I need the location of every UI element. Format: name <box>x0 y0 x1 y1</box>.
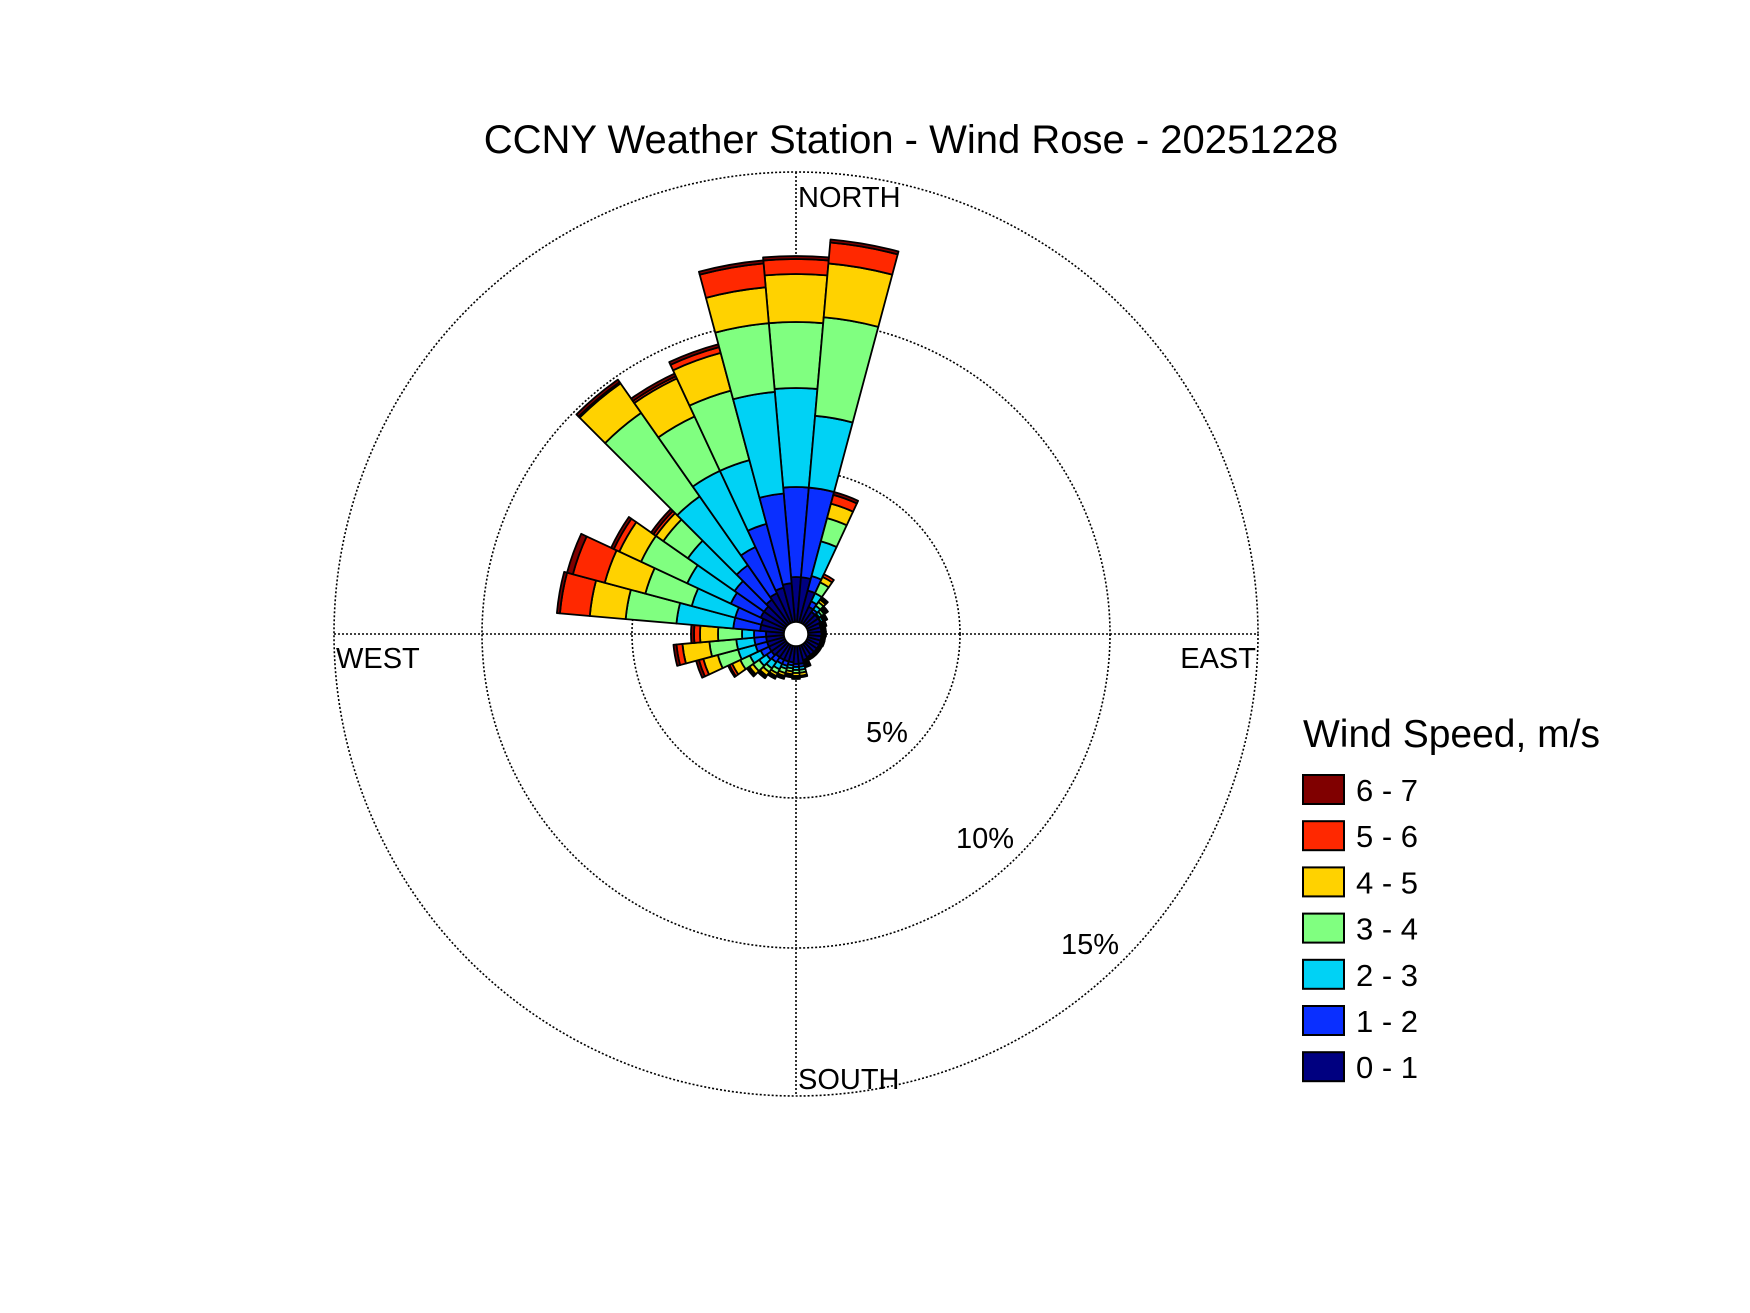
legend-swatch-1 <box>1302 1005 1345 1036</box>
legend-swatch-3 <box>1302 912 1345 944</box>
wedge-dir-320-bin-6 <box>575 378 621 418</box>
wedge-dir-60-bin-6 <box>822 613 829 621</box>
legend-swatch-6 <box>1302 774 1345 805</box>
wedge-dir-180-bin-6 <box>791 676 801 680</box>
wedge-dir-10-bin-2 <box>807 414 854 493</box>
legend-label-2: 2 - 3 <box>1356 958 1418 993</box>
wedge-dir-20-bin-6 <box>832 491 860 505</box>
legend-label-1: 1 - 2 <box>1356 1004 1418 1039</box>
wedge-dir-10-bin-3 <box>814 316 880 424</box>
wedge-dir-70-bin-6 <box>822 619 828 627</box>
legend-label-5: 5 - 6 <box>1356 819 1418 854</box>
wedge-dir-270-bin-6 <box>690 623 696 645</box>
legend-label-3: 3 - 4 <box>1356 912 1418 947</box>
wedge-dir-260-bin-6 <box>672 643 681 667</box>
compass-label-north: NORTH <box>798 182 901 214</box>
legend-label-6: 6 - 7 <box>1356 773 1418 808</box>
wedge-dir-0-bin-6 <box>762 255 830 262</box>
ring-label-10: 10% <box>956 823 1014 855</box>
wedge-dir-170-bin-6 <box>798 674 809 679</box>
wedge-dir-0-bin-5 <box>762 258 830 277</box>
legend: Wind Speed, m/s 6 - 7 5 - 6 4 - 5 3 - 4 2 - … <box>1302 713 1600 1085</box>
legend-swatch-2 <box>1302 958 1345 990</box>
wedge-dir-50-bin-6 <box>821 605 829 614</box>
legend-label-4: 4 - 5 <box>1356 865 1418 900</box>
ring-label-15: 15% <box>1061 929 1119 961</box>
wedge-dir-280-bin-6 <box>556 570 568 615</box>
wedge-dir-300-bin-6 <box>610 516 633 550</box>
compass-label-east: EAST <box>1180 643 1256 675</box>
wedge-dir-40-bin-6 <box>820 596 829 605</box>
legend-items: 6 - 7 5 - 6 4 - 5 3 - 4 2 - 3 1 - 2 0 - 1 <box>1302 773 1418 1085</box>
calm-center <box>783 621 809 647</box>
wedge-dir-290-bin-6 <box>566 532 588 576</box>
legend-title: Wind Speed, m/s <box>1303 713 1600 756</box>
wedge-dir-0-bin-3 <box>767 321 825 390</box>
wedge-dir-30-bin-5 <box>821 573 835 584</box>
wedge-dir-0-bin-4 <box>763 273 829 325</box>
wedge-dir-270-bin-4 <box>699 624 720 644</box>
legend-swatch-4 <box>1302 866 1345 898</box>
legend-label-0: 0 - 1 <box>1356 1050 1418 1085</box>
wedge-dir-10-bin-6 <box>829 238 900 256</box>
legend-swatch-0 <box>1302 1051 1345 1083</box>
compass-label-west: WEST <box>336 643 420 675</box>
wind-rose-bars <box>556 238 900 680</box>
ring-label-5: 5% <box>866 717 908 749</box>
legend-swatch-5 <box>1302 820 1345 852</box>
compass-label-south: SOUTH <box>798 1064 900 1096</box>
chart-title: CCNY Weather Station - Wind Rose - 20251… <box>484 118 1339 162</box>
wedge-dir-350-bin-6 <box>698 259 765 276</box>
